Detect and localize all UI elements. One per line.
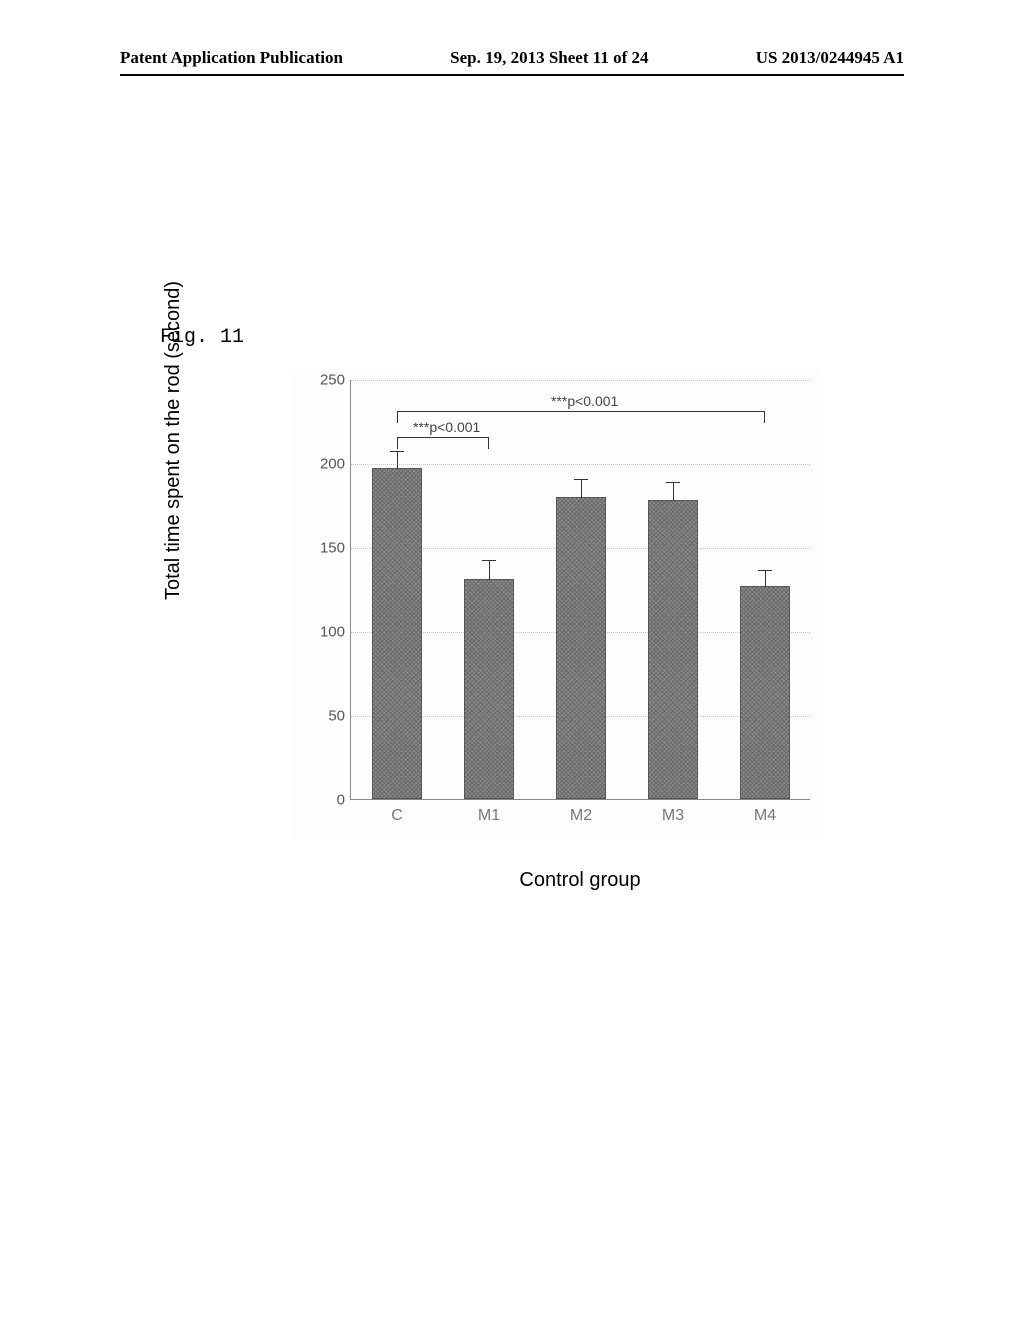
error-cap <box>666 482 680 483</box>
error-cap <box>482 560 496 561</box>
bar-chart: Total time spent on the rod (second) 050… <box>180 370 820 930</box>
bar <box>464 579 515 799</box>
x-tick-label: C <box>391 799 403 825</box>
y-tick-label: 100 <box>311 624 351 641</box>
error-cap <box>758 570 772 571</box>
header-right: US 2013/0244945 A1 <box>756 48 904 68</box>
grid-line <box>351 380 810 381</box>
x-tick-label: M2 <box>570 799 592 825</box>
significance-bracket <box>397 411 765 423</box>
bar <box>556 497 607 799</box>
header-center: Sep. 19, 2013 Sheet 11 of 24 <box>450 48 648 68</box>
plot-inner: 050100150200250CM1M2M3M4***p<0.001***p<0… <box>350 380 810 800</box>
y-tick-label: 0 <box>311 792 351 809</box>
x-tick-label: M4 <box>754 799 776 825</box>
error-bar <box>489 560 490 580</box>
y-tick-label: 150 <box>311 540 351 557</box>
x-axis-label: Control group <box>350 869 810 892</box>
x-tick-label: M1 <box>478 799 500 825</box>
error-cap <box>574 479 588 480</box>
y-axis-label: Total time spent on the rod (second) <box>162 281 185 600</box>
grid-line <box>351 464 810 465</box>
x-tick-label: M3 <box>662 799 684 825</box>
bar <box>372 468 423 799</box>
error-bar <box>397 451 398 469</box>
y-tick-label: 50 <box>311 708 351 725</box>
y-tick-label: 250 <box>311 372 351 389</box>
significance-label: ***p<0.001 <box>551 393 618 409</box>
page-header: Patent Application Publication Sep. 19, … <box>120 48 904 76</box>
bar <box>648 500 699 799</box>
bar <box>740 586 791 799</box>
error-bar <box>765 570 766 587</box>
error-cap <box>390 451 404 452</box>
header-left: Patent Application Publication <box>120 48 343 68</box>
significance-bracket <box>397 437 489 449</box>
plot-area: 050100150200250CM1M2M3M4***p<0.001***p<0… <box>290 370 820 840</box>
y-tick-label: 200 <box>311 456 351 473</box>
error-bar <box>581 479 582 497</box>
error-bar <box>673 482 674 500</box>
